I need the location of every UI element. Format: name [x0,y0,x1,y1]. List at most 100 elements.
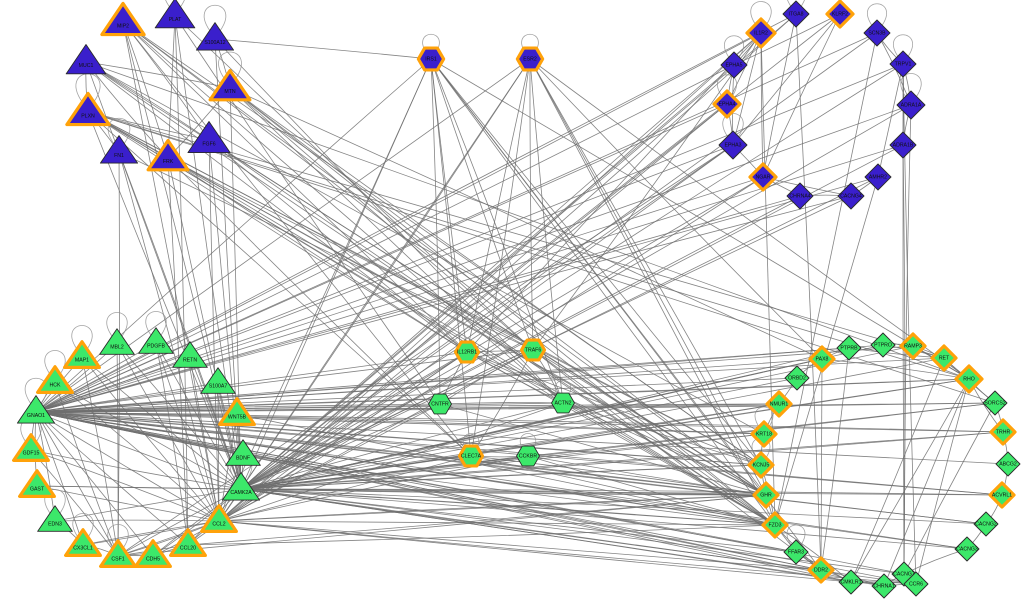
graph-node-esr2[interactable]: ESR2 [515,46,545,72]
node-hexagon-shape[interactable] [457,444,485,468]
node-diamond-shape[interactable] [761,511,789,539]
node-diamond-shape[interactable] [973,511,999,537]
graph-node-mbl2[interactable]: MBL2 [99,328,135,355]
node-diamond-shape[interactable] [765,390,793,418]
node-triangle-shape[interactable] [63,340,101,369]
node-triangle-shape[interactable] [65,91,111,127]
graph-node-cacng2[interactable]: CACNG2 [973,511,999,537]
node-diamond-shape[interactable] [747,451,775,479]
node-diamond-shape[interactable] [748,162,778,192]
node-triangle-shape[interactable] [187,120,231,154]
node-diamond-shape[interactable] [889,131,917,159]
graph-node-adra1a[interactable]: ADRA1A [896,90,926,120]
node-diamond-shape[interactable] [870,332,896,358]
graph-node-clec7a[interactable]: CLEC7A [457,444,485,468]
node-triangle-shape[interactable] [218,397,256,426]
node-diamond-shape[interactable] [989,418,1017,446]
graph-node-adra1b[interactable]: ADRA1B [889,131,917,159]
node-triangle-shape[interactable] [16,395,56,424]
graph-node-acvrl1[interactable]: ACVRL1 [988,481,1016,509]
node-diamond-shape[interactable] [720,51,748,79]
node-triangle-shape[interactable] [18,469,56,498]
graph-node-map1[interactable]: MAP1 [63,340,101,369]
node-diamond-shape[interactable] [889,50,917,78]
node-diamond-shape[interactable] [899,332,927,360]
graph-node-s100a7[interactable]: S100A7 [200,367,236,394]
graph-node-amhr2[interactable]: AMHR2 [864,163,892,191]
graph-node-cckbr[interactable]: CCKBR [516,445,540,467]
graph-node-muc1[interactable]: MUC1 [65,44,107,75]
node-triangle-shape[interactable] [208,68,252,102]
node-diamond-shape[interactable] [808,345,836,373]
node-triangle-shape[interactable] [195,22,235,51]
graph-node-itga8[interactable]: ITGA8 [782,0,810,28]
graph-node-chrna1[interactable]: CHRNA1 [871,573,897,599]
node-diamond-shape[interactable] [954,364,984,394]
node-diamond-shape[interactable] [838,569,864,595]
node-diamond-shape[interactable] [837,182,865,210]
graph-node-abcg2[interactable]: ABCG2 [995,451,1021,477]
graph-node-csf1[interactable]: CSF1 [99,539,137,568]
graph-node-nmur1[interactable]: NMUR1 [765,390,793,418]
node-triangle-shape[interactable] [154,0,196,29]
graph-node-trhr[interactable]: TRHR [989,418,1017,446]
node-triangle-shape[interactable] [37,505,73,532]
node-diamond-shape[interactable] [836,335,862,361]
node-triangle-shape[interactable] [225,439,261,466]
node-triangle-shape[interactable] [64,528,102,557]
node-triangle-shape[interactable] [100,1,146,37]
node-triangle-shape[interactable] [200,367,236,394]
node-diamond-shape[interactable] [750,420,778,448]
node-triangle-shape[interactable] [99,135,139,164]
node-diamond-shape[interactable] [988,481,1016,509]
graph-node-sorcs2[interactable]: SORCS2 [982,390,1008,416]
node-hexagon-shape[interactable] [428,393,452,415]
graph-node-hck[interactable]: HCK [36,365,74,394]
node-hexagon-shape[interactable] [551,392,575,414]
node-diamond-shape[interactable] [896,90,926,120]
node-diamond-shape[interactable] [745,17,777,49]
graph-node-ptprb[interactable]: PTPRB [836,335,862,361]
node-diamond-shape[interactable] [871,573,897,599]
node-diamond-shape[interactable] [712,89,742,119]
graph-node-fzd3[interactable]: FZD3 [761,511,789,539]
node-hexagon-shape[interactable] [453,340,481,364]
node-hexagon-shape[interactable] [519,338,547,362]
node-hexagon-shape[interactable] [516,445,540,467]
node-diamond-shape[interactable] [863,19,891,47]
node-triangle-shape[interactable] [99,539,137,568]
node-diamond-shape[interactable] [752,481,780,509]
node-triangle-shape[interactable] [200,504,238,533]
graph-node-gast[interactable]: GAST [18,469,56,498]
graph-node-s100a12[interactable]: S100A12 [195,22,235,51]
node-hexagon-shape[interactable] [515,46,545,72]
node-triangle-shape[interactable] [169,528,207,557]
graph-node-mip2[interactable]: MIP2 [100,1,146,37]
graph-node-traf6[interactable]: TRAF6 [519,338,547,362]
node-triangle-shape[interactable] [12,433,50,462]
node-diamond-shape[interactable] [783,539,809,565]
graph-node-il12rb1[interactable]: IL12RB1 [453,340,481,364]
node-diamond-shape[interactable] [864,163,892,191]
node-diamond-shape[interactable] [930,344,958,372]
node-triangle-shape[interactable] [65,44,107,75]
node-triangle-shape[interactable] [221,472,261,501]
node-diamond-shape[interactable] [825,0,855,29]
graph-node-scn3b[interactable]: SCN3B [863,19,891,47]
graph-node-cacng3[interactable]: CACNG3 [954,536,980,562]
graph-node-klrf2[interactable]: KLRF2 [825,0,855,29]
graph-node-chrna4[interactable]: CHRNA4 [786,182,814,210]
node-triangle-shape[interactable] [146,138,190,172]
node-triangle-shape[interactable] [36,365,74,394]
node-triangle-shape[interactable] [138,327,174,354]
node-diamond-shape[interactable] [807,556,835,584]
node-diamond-shape[interactable] [786,182,814,210]
node-diamond-shape[interactable] [718,130,748,160]
node-triangle-shape[interactable] [99,328,135,355]
node-diamond-shape[interactable] [782,0,810,28]
node-hexagon-shape[interactable] [416,46,446,72]
node-diamond-shape[interactable] [995,451,1021,477]
graph-node-plat[interactable]: PLAT [154,0,196,29]
